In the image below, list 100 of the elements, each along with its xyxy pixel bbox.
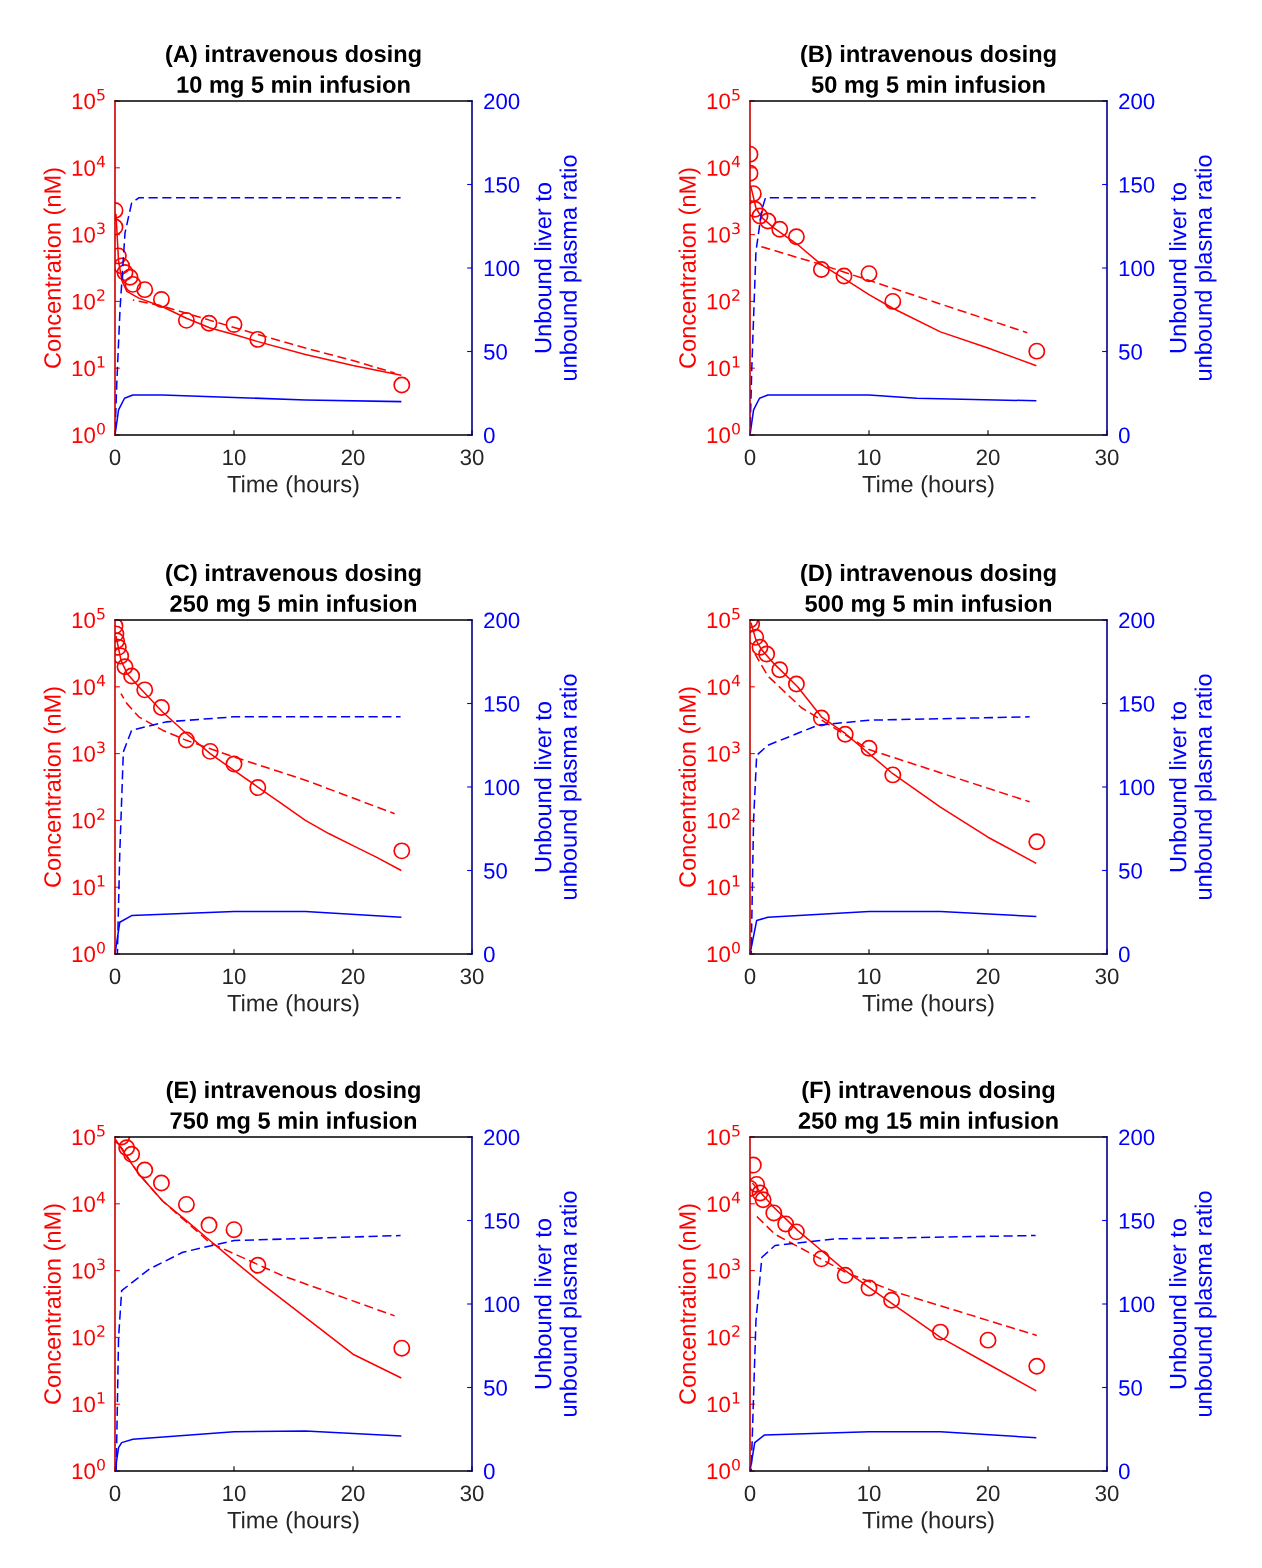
point [759,212,777,230]
point [116,264,134,282]
y2-tick-label: 150 [484,1213,520,1229]
y2-tick-label: 50 [484,344,507,360]
point [249,330,267,348]
point [787,1223,805,1241]
point [393,1339,411,1357]
y-tick-label: 10$^{3}$ [72,222,105,243]
point [249,1256,267,1274]
point [771,220,789,238]
y2-tick-label: 100 [1119,260,1155,277]
point [136,1161,154,1179]
y-tick-label: 10$^{1}$ [707,1392,740,1413]
point [124,275,142,293]
x-tick-label: 10 [858,1485,881,1502]
y-tick-label: 10$^{3}$ [72,1258,105,1279]
x-tick-label: 20 [341,449,365,466]
y-tick-label: 10$^{2}$ [72,808,105,829]
point [136,681,154,699]
y2-tick-label: 100 [1119,779,1155,796]
y-tick-label: 10$^{2}$ [72,289,105,310]
y-tick-label: 10$^{1}$ [72,875,105,896]
x-axis-title: Time (hours) [862,1511,994,1534]
x-tick-label: 0 [744,968,756,985]
point [765,1204,783,1222]
y2-axis-title: Unbound liver to unbound plasma ratio [534,674,582,899]
x-axis-title: Time (hours) [227,475,359,498]
x-tick-label: 10 [858,449,881,466]
y-tick-label: 10$^{4}$ [72,155,106,176]
chart-title: (A) intravenous dosing 10 mg 5 min infusion [166,44,421,98]
x-tick-label: 20 [976,1485,1000,1502]
y-tick-label: 10$^{1}$ [72,356,105,377]
point [152,1174,170,1192]
x-tick-label: 0 [109,968,121,985]
point [121,268,139,286]
point [860,739,878,757]
y-tick-label: 10$^{5}$ [72,89,105,110]
y2-axis-title: Unbound liver to unbound plasma ratio [1169,155,1217,380]
point [177,311,195,329]
x-tick-label: 0 [109,1485,121,1502]
point [812,261,830,279]
y-tick-label: 10$^{1}$ [72,1392,105,1413]
y2-tick-label: 200 [484,1129,520,1146]
y2-tick-label: 100 [1119,1296,1155,1313]
point [115,257,131,275]
point [931,1323,949,1341]
y-tick-label: 10$^{3}$ [707,1258,740,1279]
y-tick-label: 10$^{3}$ [707,741,740,762]
y2-axis-title: Unbound liver to unbound plasma ratio [534,155,582,380]
point [200,1216,218,1234]
point [812,1250,830,1268]
y2-tick-label: 0 [483,946,495,963]
y2-tick-label: 150 [484,177,520,193]
point [249,779,267,797]
point [836,725,854,743]
point [393,376,411,394]
y2-axis-title: Unbound liver to unbound plasma ratio [1169,1191,1217,1416]
y2-tick-label: 100 [484,1296,520,1313]
point [123,1145,141,1163]
y-tick-label: 10$^{0}$ [707,422,740,444]
y-tick-label: 10$^{4}$ [72,1191,106,1212]
y-axis-title: Concentration (nM) [43,1204,66,1404]
y-tick-label: 10$^{5}$ [72,608,105,629]
point [177,731,195,749]
y-axis-title: Concentration (nM) [43,687,66,887]
y-tick-label: 10$^{2}$ [707,808,740,829]
y-tick-label: 10$^{1}$ [707,356,740,377]
x-tick-label: 10 [858,968,881,985]
point [225,316,243,334]
y-tick-label: 10$^{0}$ [707,941,740,963]
point [751,207,769,225]
point [750,1175,766,1193]
point [152,290,170,308]
y2-tick-label: 100 [484,260,520,277]
x-tick-label: 0 [744,1485,756,1502]
y-tick-label: 10$^{4}$ [707,1191,741,1212]
y2-tick-label: 200 [1119,1129,1155,1146]
x-axis-title: Time (hours) [862,475,994,498]
y-axis-title: Concentration (nM) [678,687,701,887]
y2-tick-label: 50 [484,863,507,879]
x-tick-label: 30 [460,1485,484,1502]
point [177,1195,195,1213]
point [225,1221,243,1239]
chart-title: (C) intravenous dosing 250 mg 5 min infusion [166,563,421,617]
y-tick-label: 10$^{0}$ [72,422,105,444]
y2-tick-label: 150 [1119,696,1155,712]
y-tick-label: 10$^{3}$ [72,741,105,762]
y-axis-title: Concentration (nM) [678,168,701,368]
point [1028,833,1046,851]
point [758,645,776,663]
point [754,1191,772,1209]
y-tick-label: 10$^{5}$ [707,608,740,629]
point [201,742,219,760]
x-tick-label: 30 [1095,1485,1119,1502]
y2-tick-label: 0 [483,1463,495,1480]
y2-tick-label: 200 [484,93,520,110]
y2-tick-label: 0 [1118,427,1130,444]
y2-tick-label: 200 [1119,93,1155,110]
y2-tick-label: 0 [1118,1463,1130,1480]
point [116,658,134,676]
